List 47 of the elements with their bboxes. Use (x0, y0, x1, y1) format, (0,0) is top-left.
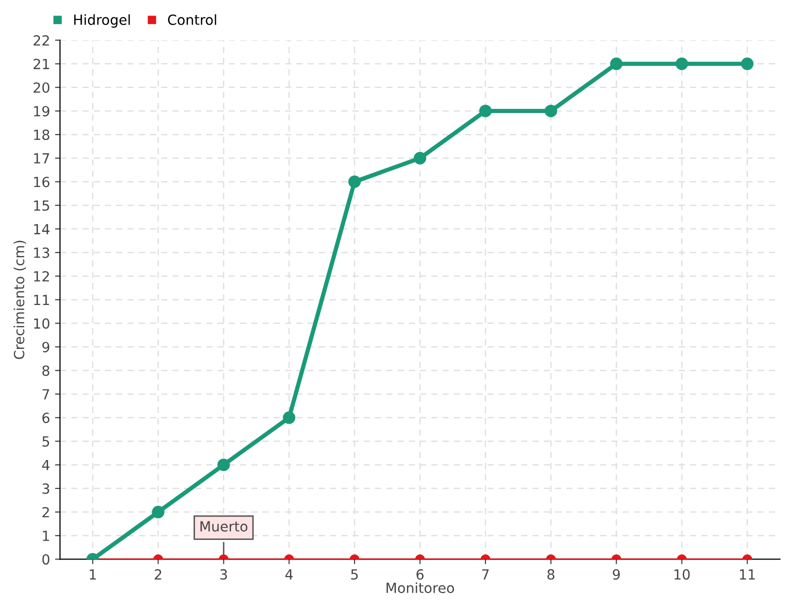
y-tick-label: 15 (34, 200, 50, 211)
point (741, 58, 754, 70)
y-tick-label: 4 (42, 460, 50, 470)
point (348, 175, 361, 188)
y-tick-label: 20 (34, 82, 50, 93)
x-tick-label: 6 (416, 569, 424, 580)
x-tick-label: 4 (285, 569, 293, 580)
y-tick-label: 18 (34, 130, 50, 140)
y-tick-label: 0 (42, 554, 50, 565)
y-tick-label: 2 (42, 506, 49, 518)
x-tick-label: 3 (220, 569, 227, 580)
x-tick-label: 11 (740, 569, 755, 580)
y-tick-label: 14 (34, 224, 50, 234)
y-tick-label: 13 (34, 247, 50, 258)
point (414, 152, 426, 164)
point (676, 58, 688, 70)
annotation: Muerto (200, 521, 248, 532)
legend-label: Control (168, 14, 216, 26)
x-tick-label: 8 (547, 569, 554, 580)
y-tick-label: 12 (34, 271, 49, 282)
y-tick-label: 7 (42, 389, 50, 400)
y-tick-label: 10 (34, 318, 50, 329)
legend-label: Hidrogel (74, 14, 130, 28)
point (544, 104, 558, 118)
x-axis-title: Monitoreo (386, 582, 454, 594)
y-tick-label: 5 (42, 436, 50, 447)
point (610, 58, 623, 70)
y-tick-label: 17 (34, 153, 50, 164)
x-tick-label: 1 (90, 569, 96, 580)
y-tick-label: 16 (34, 176, 50, 188)
y-tick-label: 21 (34, 58, 49, 70)
x-tick-label: 10 (674, 569, 690, 580)
y-tick-label: 8 (42, 365, 50, 376)
y-tick-label: 6 (42, 412, 50, 424)
point (282, 411, 296, 424)
y-axis-title: Crecimiento (cm) (14, 240, 26, 360)
x-tick-label: 9 (612, 569, 620, 580)
point (479, 104, 492, 118)
y-tick-label: 3 (42, 483, 50, 494)
x-tick-label: 5 (351, 569, 358, 580)
y-tick-label: 19 (34, 106, 50, 116)
y-tick-label: 1 (42, 530, 49, 541)
x-tick-label: 2 (154, 569, 162, 580)
x-tick-label: 7 (482, 569, 489, 580)
y-tick-label: 11 (34, 294, 49, 305)
y-tick-label: 9 (42, 342, 50, 352)
y-tick-label: 22 (34, 35, 49, 46)
